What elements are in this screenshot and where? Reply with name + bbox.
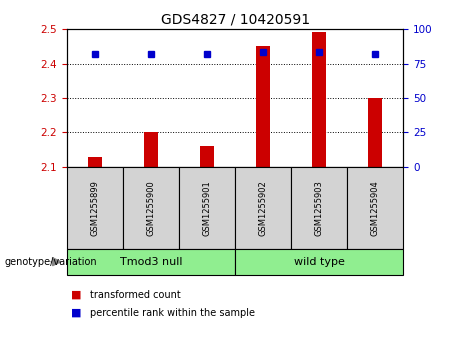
Text: ■: ■ (71, 290, 82, 300)
Title: GDS4827 / 10420591: GDS4827 / 10420591 (160, 12, 310, 26)
Bar (368, 98, 382, 167)
Text: GSM1255903: GSM1255903 (315, 180, 324, 236)
Text: GSM1255899: GSM1255899 (90, 180, 100, 236)
Text: wild type: wild type (294, 257, 345, 267)
Text: GSM1255902: GSM1255902 (259, 180, 268, 236)
Bar (88, 157, 102, 167)
Text: ■: ■ (71, 308, 82, 318)
Bar (144, 132, 158, 167)
Text: GSM1255901: GSM1255901 (202, 180, 212, 236)
Text: percentile rank within the sample: percentile rank within the sample (90, 308, 255, 318)
Bar (200, 146, 214, 167)
Bar (256, 46, 270, 167)
Text: GSM1255900: GSM1255900 (147, 180, 155, 236)
Text: GSM1255904: GSM1255904 (371, 180, 380, 236)
Text: Tmod3 null: Tmod3 null (120, 257, 182, 267)
Bar (312, 32, 326, 167)
Text: genotype/variation: genotype/variation (5, 257, 97, 267)
Text: transformed count: transformed count (90, 290, 181, 300)
